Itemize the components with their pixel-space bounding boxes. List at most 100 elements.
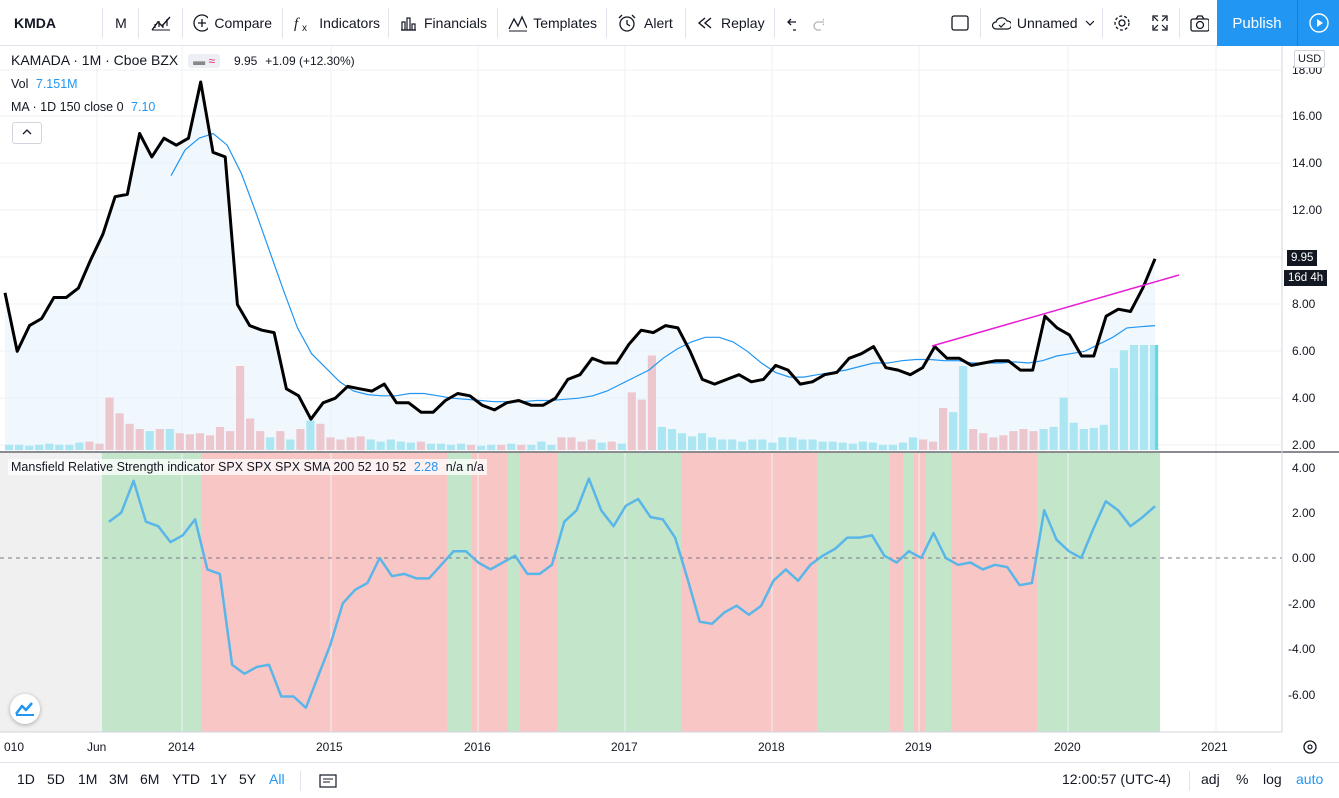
chart-style-button[interactable]: [140, 0, 182, 46]
compare-button[interactable]: Compare: [184, 0, 280, 46]
percent-toggle[interactable]: %: [1236, 771, 1249, 787]
rs-band-green: [102, 453, 201, 732]
symbol-title[interactable]: KAMADA · 1M · Cboe BZX: [11, 52, 179, 68]
volume-legend-value: 7.151M: [35, 77, 78, 91]
price-line: [3, 80, 1157, 421]
time-axis-label: 2020: [1054, 740, 1081, 754]
symbol-label: KMDA: [14, 15, 56, 31]
range-ytd-button[interactable]: YTD: [172, 771, 200, 787]
price-series: [3, 80, 1180, 450]
replay-label: Replay: [721, 15, 765, 31]
time-axis-label: 2014: [168, 740, 195, 754]
timezone-clock[interactable]: 12:00:57 (UTC-4): [1062, 771, 1171, 787]
interval-button[interactable]: M: [104, 0, 138, 46]
toolbar-divider: [282, 8, 283, 38]
gear-center-icon: [1307, 744, 1313, 750]
range-1y-button[interactable]: 1Y: [210, 771, 228, 787]
financials-bars-icon: [401, 17, 416, 31]
rs-band-red: [520, 453, 558, 732]
tradingview-logo-button[interactable]: [10, 694, 40, 724]
rs-band-red: [472, 453, 508, 732]
symbol-search-button[interactable]: KMDA: [0, 0, 102, 46]
alert-button[interactable]: Alert: [608, 0, 684, 46]
redo-button[interactable]: [804, 0, 832, 46]
range-3m-button[interactable]: 3M: [109, 771, 129, 787]
svg-text:f: f: [294, 16, 300, 32]
auto-toggle[interactable]: auto: [1296, 771, 1324, 787]
volume-legend-label: Vol: [11, 77, 29, 91]
volume-legend[interactable]: Vol 7.151M: [11, 77, 78, 91]
rs-band-green: [817, 453, 890, 732]
templates-chart-icon: [508, 15, 528, 32]
publish-button[interactable]: Publish: [1217, 0, 1297, 46]
range-6m-button[interactable]: 6M: [140, 771, 160, 787]
price-axis-label: 2.00: [1292, 438, 1316, 452]
templates-button[interactable]: Templates: [499, 0, 605, 46]
currency-label[interactable]: USD: [1294, 50, 1326, 68]
range-1m-button[interactable]: 1M: [78, 771, 98, 787]
financials-button[interactable]: Financials: [390, 0, 496, 46]
axis-settings-button[interactable]: [1303, 740, 1317, 754]
indicator-legend[interactable]: Mansfield Relative Strength indicator SP…: [8, 459, 487, 475]
rs-band-red: [890, 453, 903, 732]
toolbar-divider: [102, 8, 103, 38]
indicator-legend-na: n/a: [466, 460, 484, 474]
chart-canvas[interactable]: 18.0016.0014.0012.008.006.004.002.004.00…: [0, 46, 1339, 762]
video-play-button[interactable]: [1297, 0, 1339, 46]
snapshot-button[interactable]: [1181, 0, 1217, 46]
indicator-axis-label: 4.00: [1292, 461, 1316, 475]
price-axis[interactable]: 18.0016.0014.0012.008.006.004.002.004.00…: [1288, 63, 1322, 702]
layout-name-label: Unnamed: [1016, 15, 1078, 31]
expand-arrows-icon: [1152, 15, 1168, 31]
financials-label: Financials: [424, 15, 488, 31]
indicator-axis-label: 0.00: [1292, 551, 1316, 565]
adjust-toggle[interactable]: adj: [1201, 771, 1220, 787]
replay-button[interactable]: Replay: [687, 0, 773, 46]
price-axis-label: 8.00: [1292, 297, 1316, 311]
ma-legend[interactable]: MA · 1D 150 close 0 7.10: [11, 100, 155, 114]
range-5y-button[interactable]: 5Y: [239, 771, 257, 787]
fullscreen-button[interactable]: [1142, 0, 1178, 46]
indicators-label: Indicators: [319, 15, 380, 31]
trend-line-drawing: [931, 274, 1180, 347]
range-all-button[interactable]: All: [269, 771, 285, 787]
time-axis-label: 2017: [611, 740, 638, 754]
toolbar-divider: [685, 8, 686, 38]
calendar-icon: [319, 774, 337, 788]
replay-rewind-icon: [697, 17, 712, 29]
legend-last-price: 9.95: [234, 54, 258, 68]
range-1d-button[interactable]: 1D: [17, 771, 35, 787]
layout-name-button[interactable]: Unnamed: [982, 0, 1102, 46]
templates-label: Templates: [533, 15, 597, 31]
collapse-legend-button[interactable]: [12, 122, 42, 144]
price-axis-label: 14.00: [1292, 156, 1322, 170]
legend-toggle-icons[interactable]: ▬ ≈: [188, 54, 221, 68]
alert-label: Alert: [644, 15, 673, 31]
log-toggle[interactable]: log: [1263, 771, 1282, 787]
main-legend: KAMADA · 1M · Cboe BZX ▬ ≈ 9.95 +1.09 (+…: [11, 52, 355, 68]
chevron-up-icon: [22, 129, 32, 135]
rs-signal-bands: [0, 453, 1160, 732]
toolbar-divider: [138, 8, 139, 38]
gear-icon: [1303, 740, 1317, 754]
range-5d-button[interactable]: 5D: [47, 771, 65, 787]
date-range-button[interactable]: [318, 772, 338, 790]
price-area-fill: [5, 82, 1155, 450]
time-axis-label: 2021: [1201, 740, 1228, 754]
fullscreen-square-button[interactable]: [940, 0, 980, 46]
settings-button[interactable]: [1104, 0, 1140, 46]
time-axis[interactable]: 010 Jun 2014 2015 2016 2017 2018 2019 2020 2021: [4, 740, 1228, 754]
undo-button[interactable]: [776, 0, 804, 46]
rs-band-red: [951, 453, 1037, 732]
toolbar-divider: [388, 8, 389, 38]
interval-label: M: [115, 15, 127, 31]
camera-icon: [1190, 15, 1209, 32]
gear-icon: [1114, 15, 1130, 31]
ma-legend-label: MA · 1D 150 close 0: [11, 100, 124, 114]
time-axis-label: 010: [4, 740, 24, 754]
toolbar-divider: [497, 8, 498, 38]
rs-band-green: [903, 453, 914, 732]
